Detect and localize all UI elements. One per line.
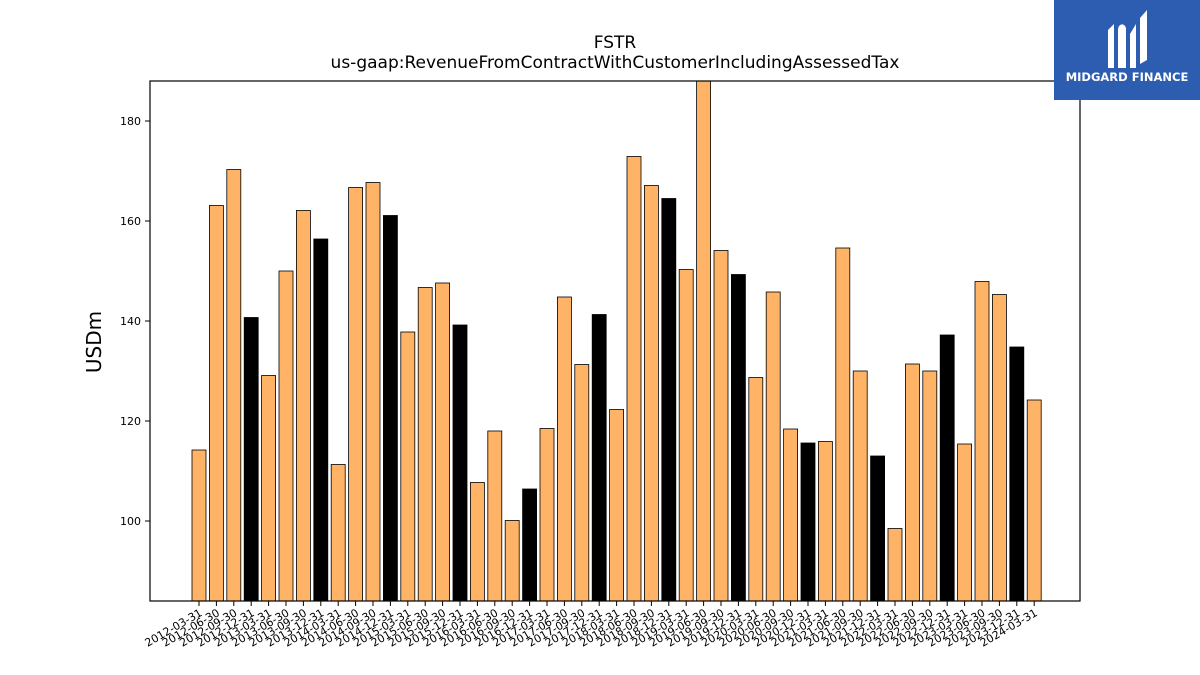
- y-ticks-group: 100 120 140 160 180: [120, 115, 150, 528]
- bar-2018-09-30: [644, 185, 659, 602]
- bar-2013-03-31: [261, 375, 277, 602]
- y-tick-label: 180: [120, 115, 141, 128]
- bar-2018-03-31: [609, 409, 624, 602]
- bar-2021-03-31: [818, 441, 833, 602]
- bar-2013-12-31: [313, 238, 329, 602]
- bars-group: [191, 80, 1042, 602]
- bar-2020-03-31: [748, 377, 764, 602]
- brand-logo: MIDGARD FINANCE: [1054, 0, 1200, 100]
- bar-2020-06-30: [765, 291, 781, 602]
- bar-2021-12-31: [870, 455, 885, 602]
- bar-2022-12-31: [939, 334, 955, 602]
- bar-2015-06-30: [417, 287, 433, 602]
- bar-2021-06-30: [835, 247, 851, 602]
- bar-2019-09-30: [713, 250, 729, 602]
- bar-2018-06-30: [626, 156, 642, 602]
- bar-2013-09-30: [295, 210, 311, 602]
- bar-2014-12-31: [382, 215, 398, 602]
- y-tick-label: 120: [120, 415, 141, 428]
- bar-2017-06-30: [557, 296, 572, 602]
- bar-2017-09-30: [574, 364, 590, 602]
- bar-2016-09-30: [504, 520, 520, 602]
- y-tick-label: 140: [120, 315, 141, 328]
- bar-2024-03-31: [1026, 399, 1042, 602]
- brand-name: MIDGARD FINANCE: [1066, 70, 1189, 84]
- y-axis-label: USDm: [82, 311, 106, 373]
- bar-2022-03-31: [887, 528, 903, 602]
- bar-2019-06-30: [696, 80, 711, 602]
- bar-2015-03-31: [400, 331, 416, 602]
- bar-2014-03-31: [330, 464, 346, 602]
- bar-2016-03-31: [469, 482, 485, 602]
- bar-2022-06-30: [905, 363, 920, 602]
- bar-2017-03-31: [539, 428, 555, 602]
- bar-2018-12-31: [661, 198, 677, 602]
- bar-2015-12-31: [452, 324, 468, 602]
- chart-subtitle: us-gaap:RevenueFromContractWithCustomerI…: [331, 53, 900, 73]
- bar-2023-09-30: [992, 294, 1007, 602]
- plot-frame: [149, 80, 1081, 602]
- bar-2017-12-31: [591, 314, 607, 602]
- y-tick-label: 100: [120, 515, 141, 528]
- bar-2021-09-30: [852, 370, 868, 602]
- bar-2023-12-31: [1009, 346, 1025, 602]
- bar-2023-06-30: [974, 281, 990, 602]
- bar-2012-09-30: [226, 169, 242, 602]
- bar-2019-12-31: [731, 274, 746, 602]
- bar-2022-09-30: [922, 370, 938, 602]
- bar-2015-09-30: [435, 282, 451, 602]
- brand-logo-mark: MIDGARD FINANCE: [1054, 0, 1200, 100]
- chart-title: FSTR: [594, 33, 637, 53]
- bar-2019-03-31: [678, 269, 694, 602]
- bar-2020-09-30: [783, 428, 798, 602]
- bar-2016-12-31: [522, 488, 537, 602]
- bar-2012-12-31: [243, 317, 259, 602]
- bar-2014-06-30: [348, 187, 364, 602]
- bar-2012-03-31: [191, 449, 207, 602]
- x-ticks-group: 2012-03-312012-06-302012-09-302012-12-31…: [143, 601, 1040, 650]
- bar-2016-06-30: [487, 430, 503, 602]
- bar-2023-03-31: [957, 443, 972, 602]
- bar-2020-12-31: [800, 442, 816, 602]
- bar-2013-06-30: [278, 270, 294, 602]
- bar-2014-09-30: [365, 182, 381, 602]
- y-tick-label: 160: [120, 215, 141, 228]
- bar-2012-06-30: [208, 205, 224, 602]
